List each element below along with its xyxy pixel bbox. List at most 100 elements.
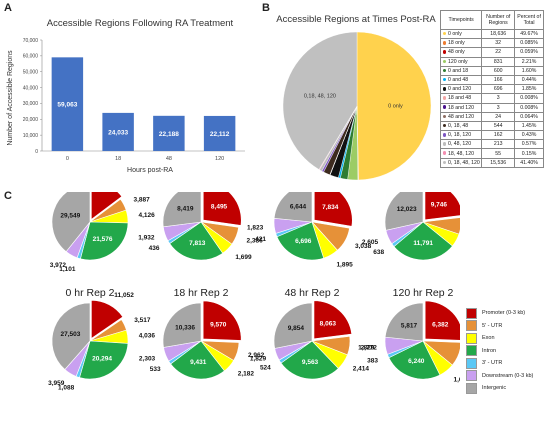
genomic-annotation-pies: 0 hr Rep 111,1333,8874,12621,5761,1013,9… xyxy=(48,192,460,392)
timepoint-label: 0 only xyxy=(448,31,462,38)
annotation-pie-value-label: 6,382 xyxy=(432,322,449,329)
annotation-pie-value-label: 3,038 xyxy=(355,243,372,250)
annotation-pie: 48 hr Rep 17,8343,0381,8956,6964211,8236… xyxy=(247,192,372,269)
table-row: 0, 18, 48 544 1.45% xyxy=(439,120,544,132)
legend-item: Exon xyxy=(466,332,533,345)
bar-x-tick-label: 120 xyxy=(215,156,224,162)
annotation-pie-slice xyxy=(280,340,339,380)
table-header-regions: Number of Regions xyxy=(481,10,516,30)
timepoints-pie-title: Accessible Regions at Times Post-RA xyxy=(276,14,436,25)
table-cell-timepoints: 18 and 120 xyxy=(439,102,483,113)
table-cell-timepoints: 0 and 18 xyxy=(439,65,483,76)
legend-label: Promoter (0-3 kb) xyxy=(482,310,526,317)
timepoint-label: 0, 48, 120 xyxy=(448,141,472,148)
annotation-pie-value-label: 9,746 xyxy=(431,201,448,208)
timepoint-label: 18 and 48 xyxy=(448,95,472,102)
annotation-pie-slice xyxy=(80,221,129,261)
annotation-pie-value-label: 3,959 xyxy=(48,380,65,387)
table-row: 0, 18, 48, 120 15,536 41.40% xyxy=(439,157,544,168)
table-cell-timepoints: 48 only xyxy=(439,47,483,58)
table-cell-timepoints: 18, 48, 120 xyxy=(439,148,483,159)
annotation-pie-title: 120 hr Rep 2 xyxy=(393,287,454,299)
annotation-pie-value-label: 7,813 xyxy=(189,240,206,247)
annotation-pie-title: 18 hr Rep 2 xyxy=(174,287,229,299)
annotation-pie: 18 hr Rep 2 9,570 2,962 2,182 9,431 533 2,303 1… xyxy=(139,287,265,380)
table-cell-regions: 3 xyxy=(481,93,516,104)
timepoints-table: Timepoints Number of Regions Percent of … xyxy=(439,10,544,168)
legend-label: Intergenic xyxy=(482,385,507,392)
annotation-pie-value-label: 11,791 xyxy=(413,240,433,247)
legend-swatch-icon xyxy=(466,307,477,319)
annotation-pie-value-label: 1,699 xyxy=(235,254,252,261)
table-cell-regions: 15,536 xyxy=(481,157,516,168)
panel-a-letter: A xyxy=(4,2,12,14)
color-dot-icon xyxy=(442,41,446,45)
annotation-pie-title: 0 hr Rep 2 xyxy=(65,287,114,299)
annotation-pie-value-label: 21,576 xyxy=(93,236,113,243)
legend-item: Intergenic xyxy=(466,382,533,395)
table-cell-percent: 0.44% xyxy=(514,74,544,86)
timepoint-label: 48 only xyxy=(448,49,465,56)
color-dot-icon xyxy=(442,59,446,64)
table-cell-regions: 166 xyxy=(481,74,516,86)
timepoint-label: 0 and 48 xyxy=(448,77,469,84)
annotation-pie-slice xyxy=(91,300,124,339)
table-row: 18 and 48 3 0.008% xyxy=(439,93,544,104)
annotation-pie-slice xyxy=(424,300,460,341)
table-cell-regions: 162 xyxy=(481,130,516,141)
annotation-pie-slice xyxy=(273,302,313,349)
color-dot-icon xyxy=(442,77,446,82)
timepoints-pie-chart: Accessible Regions at Times Post-RA 0 on… xyxy=(276,14,436,181)
annotation-pie-value-label: 4,036 xyxy=(139,333,156,340)
annotation-pie-value-label: 2,386 xyxy=(246,237,263,244)
timepoint-label: 0, 18, 48 xyxy=(448,122,469,129)
annotation-pie-value-label: 29,549 xyxy=(60,212,80,219)
annotation-pie-value-label: 9,570 xyxy=(210,322,227,329)
timepoint-label: 0, 18, 120 xyxy=(448,132,472,139)
annotation-pie-value-label: 3,887 xyxy=(133,197,150,204)
legend-item: 3' - UTR xyxy=(466,357,533,370)
bar-value-label: 59,063 xyxy=(57,102,77,109)
bar-y-tick-label: 60,000 xyxy=(23,54,39,60)
bar-x-tick-label: 18 xyxy=(115,156,121,162)
color-dot-icon xyxy=(442,87,446,91)
bar-y-tick-label: 30,000 xyxy=(23,101,39,107)
color-dot-icon xyxy=(442,123,446,128)
table-row: 18, 48, 120 55 0.15% xyxy=(439,148,544,159)
annotation-pie-slice xyxy=(169,221,224,261)
annotation-pie-value-label: 8,063 xyxy=(320,320,337,327)
legend-swatch-icon xyxy=(466,332,477,344)
table-cell-regions: 3 xyxy=(481,102,516,113)
color-dot-icon xyxy=(442,133,446,137)
annotation-pie-value-label: 383 xyxy=(367,358,378,365)
annotation-pie-value-label: 3,517 xyxy=(134,317,151,324)
annotation-pie-value-label: 12,023 xyxy=(397,206,417,213)
annotation-pie-value-label: 524 xyxy=(260,365,271,372)
annotation-pie-value-label: 2,605 xyxy=(362,239,379,246)
table-cell-regions: 32 xyxy=(481,38,516,49)
table-cell-percent: 49.67% xyxy=(514,28,544,40)
table-cell-timepoints: 0 and 48 xyxy=(439,74,483,86)
table-row: 0 and 18 600 1.60% xyxy=(439,65,544,76)
annotation-pie-slice xyxy=(162,192,202,228)
table-row: 0 and 120 696 1.85% xyxy=(439,84,544,95)
annotation-pie-value-label: 2,303 xyxy=(139,356,156,363)
bar-x-tick-label: 48 xyxy=(166,156,172,162)
annotation-pie-slice xyxy=(313,192,353,227)
table-cell-regions: 213 xyxy=(481,139,516,150)
annotation-pie: 18 hr Rep 18,4952,3861,6997,8134361,9328… xyxy=(138,192,263,261)
table-row: 0, 48, 120 213 0.57% xyxy=(439,139,544,150)
table-cell-timepoints: 0 and 120 xyxy=(439,84,483,95)
bar-x-tick-label: 0 xyxy=(66,156,69,162)
annotation-pie-slice xyxy=(202,192,242,226)
annotation-pie-slice xyxy=(384,192,424,231)
table-cell-percent: 2.21% xyxy=(514,56,544,67)
timepoint-label: 18 and 120 xyxy=(448,104,474,111)
annotation-pie-value-label: 1,823 xyxy=(247,224,264,231)
table-cell-timepoints: 48 and 120 xyxy=(439,111,483,122)
table-row: 48 and 120 24 0.064% xyxy=(439,111,544,122)
annotation-pie-value-label: 1,829 xyxy=(358,344,375,351)
table-cell-percent: 0.059% xyxy=(514,47,544,58)
legend-swatch-icon xyxy=(466,382,477,394)
table-row: 48 only 22 0.059% xyxy=(439,47,544,58)
